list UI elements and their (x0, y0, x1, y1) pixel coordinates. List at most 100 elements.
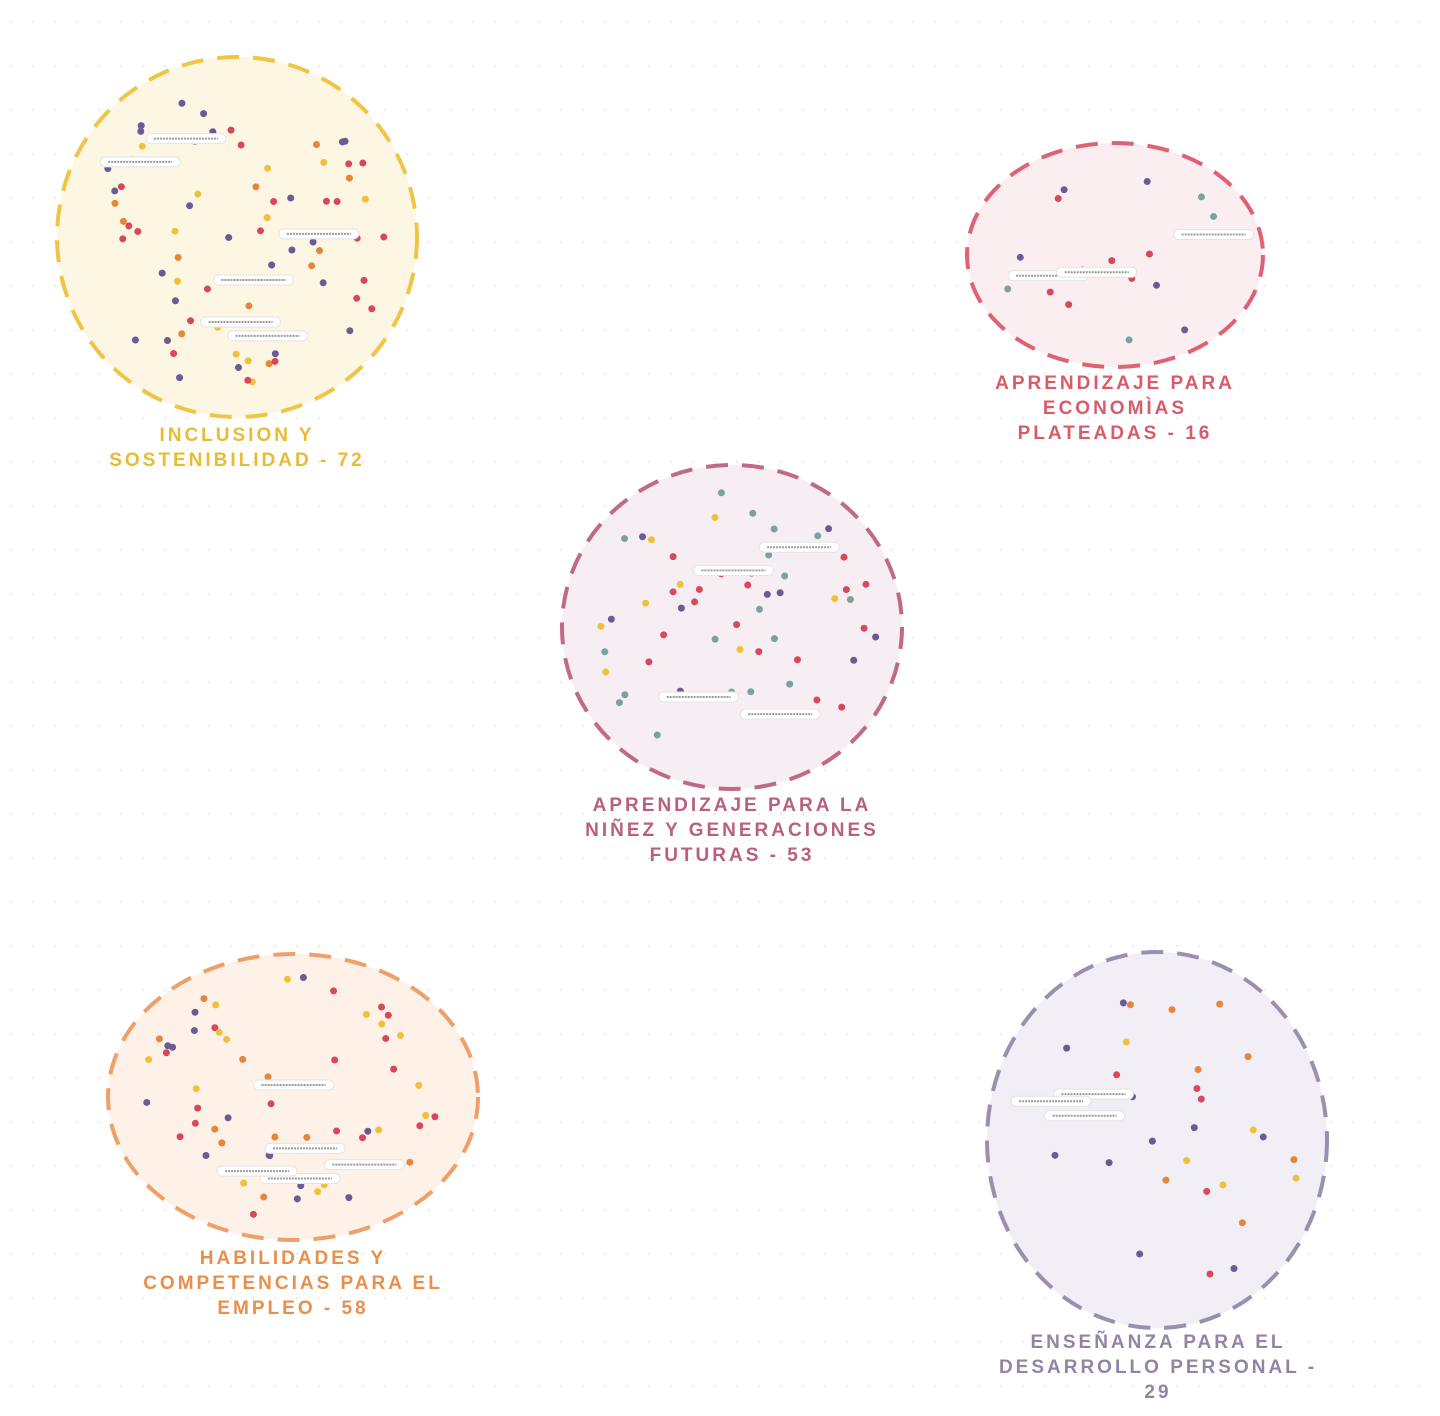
item-dot (770, 635, 778, 643)
item-dot (333, 1127, 341, 1135)
item-dot (1125, 336, 1133, 344)
cluster-label[interactable]: APRENDIZAJE PARA ECONOMÌAS PLATEADAS - 1… (995, 373, 1235, 444)
item-dot (187, 317, 195, 325)
item-dot (872, 633, 880, 641)
item-dot (770, 525, 778, 533)
item-dot (431, 1113, 439, 1121)
item-dot (330, 987, 338, 995)
item-dot (359, 1134, 367, 1142)
item-dot (669, 588, 677, 596)
item-dot (1181, 326, 1189, 334)
item-dot (733, 621, 741, 629)
item-dot (264, 164, 272, 172)
item-dot (249, 1210, 257, 1218)
item-dot (239, 1055, 247, 1063)
item-dot (653, 731, 661, 739)
item-dot (1152, 281, 1160, 289)
item-dot (831, 595, 839, 603)
item-dot (711, 513, 719, 521)
item-dot (227, 126, 235, 134)
item-dot (756, 605, 764, 613)
item-dot (1193, 1085, 1201, 1093)
item-dot (677, 604, 685, 612)
item-dot (736, 646, 744, 654)
item-dot (218, 1139, 226, 1147)
item-dot (361, 195, 369, 203)
item-dot (765, 551, 773, 559)
item-dot (362, 1010, 370, 1018)
item-dot (303, 1133, 311, 1141)
cluster-label[interactable]: ENSEÑANZA PARA EL DESARROLLO PERSONAL - … (998, 1332, 1318, 1403)
item-dot (186, 202, 194, 210)
item-dot (814, 532, 822, 540)
item-dot (173, 277, 181, 285)
item-dot (169, 1043, 177, 1051)
item-dot (117, 183, 125, 191)
item-dot (1249, 1126, 1257, 1134)
item-dot (415, 1081, 423, 1089)
item-dot (842, 586, 850, 594)
item-dot (602, 668, 610, 676)
item-dot (202, 1152, 210, 1160)
item-dot (244, 357, 252, 365)
item-dot (382, 1034, 390, 1042)
item-dot (143, 1098, 151, 1106)
item-dot (1060, 186, 1068, 194)
item-dot (378, 1020, 386, 1028)
item-dot (1063, 1044, 1071, 1052)
item-dot (223, 1035, 231, 1043)
item-dot (364, 1127, 372, 1135)
item-dot (158, 269, 166, 277)
item-dot (360, 276, 368, 284)
item-dot (607, 615, 615, 623)
item-dot (642, 599, 650, 607)
item-dot (260, 1193, 268, 1201)
item-dot (1216, 1000, 1224, 1008)
item-dot (212, 1001, 220, 1009)
item-dot (1259, 1133, 1267, 1141)
item-dot (1122, 1038, 1130, 1046)
item-dot (131, 336, 139, 344)
item-dot (1219, 1181, 1227, 1189)
item-dot (323, 197, 331, 205)
cluster-label[interactable]: APRENDIZAJE PARA LA NIÑEZ Y GENERACIONES… (585, 795, 879, 866)
item-dot (1190, 1124, 1198, 1132)
item-dot (191, 1008, 199, 1016)
item-dot (134, 228, 142, 236)
item-dot (615, 699, 623, 707)
item-dot (390, 1065, 398, 1073)
item-dot (171, 297, 179, 305)
cluster-bubble (985, 950, 1329, 1330)
item-dot (119, 217, 127, 225)
item-dot (211, 1125, 219, 1133)
item-dot (1016, 253, 1024, 261)
item-dot (171, 227, 179, 235)
cluster-label[interactable]: INCLUSION Y SOSTENIBILIDAD - 72 (109, 425, 365, 471)
item-dot (224, 1114, 232, 1122)
item-dot (669, 553, 677, 561)
cluster-label[interactable]: HABILIDADES Y COMPETENCIAS PARA EL EMPLE… (143, 1248, 443, 1319)
item-dot (416, 1122, 424, 1130)
item-dot (1126, 1001, 1134, 1009)
item-dot (331, 1056, 339, 1064)
item-dot (747, 688, 755, 696)
item-dot (155, 1035, 163, 1043)
item-dot (359, 159, 367, 167)
item-dot (338, 138, 346, 146)
item-dot (1113, 1071, 1121, 1079)
item-dot (1119, 999, 1127, 1007)
item-dot (333, 197, 341, 205)
item-dot (190, 1027, 198, 1035)
item-dot (137, 127, 145, 135)
item-dot (137, 122, 145, 130)
item-dot (1143, 177, 1151, 185)
item-dot (245, 302, 253, 310)
item-dot (1054, 194, 1062, 202)
item-dot (111, 187, 119, 195)
item-dot (1148, 1137, 1156, 1145)
item-dot (265, 360, 273, 368)
item-dot (645, 658, 653, 666)
item-dot (194, 190, 202, 198)
item-dot (267, 1100, 275, 1108)
